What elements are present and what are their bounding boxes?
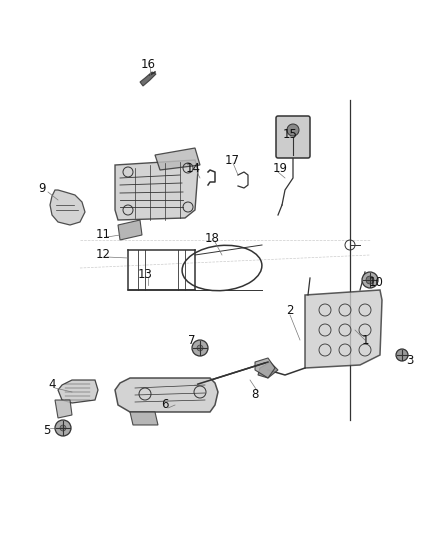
Polygon shape	[140, 72, 156, 86]
Text: 13: 13	[138, 269, 152, 281]
Text: 6: 6	[161, 399, 169, 411]
Text: 5: 5	[43, 424, 51, 437]
Text: 17: 17	[225, 154, 240, 166]
Polygon shape	[258, 362, 278, 378]
Circle shape	[197, 345, 203, 351]
Text: 16: 16	[141, 59, 155, 71]
Polygon shape	[115, 378, 218, 412]
Text: 8: 8	[251, 389, 259, 401]
Text: 14: 14	[186, 161, 201, 174]
Circle shape	[396, 349, 408, 361]
Polygon shape	[255, 358, 275, 378]
Polygon shape	[118, 220, 142, 240]
Text: 12: 12	[95, 248, 110, 262]
Polygon shape	[58, 380, 98, 403]
Polygon shape	[55, 400, 72, 418]
Text: 1: 1	[361, 334, 369, 346]
Text: 9: 9	[38, 182, 46, 195]
Text: 7: 7	[188, 334, 196, 346]
Text: 19: 19	[272, 161, 287, 174]
Circle shape	[192, 340, 208, 356]
Text: 4: 4	[48, 378, 56, 392]
Text: 11: 11	[95, 229, 110, 241]
FancyBboxPatch shape	[276, 116, 310, 158]
Polygon shape	[305, 290, 382, 368]
Text: 10: 10	[368, 276, 383, 288]
Text: 15: 15	[283, 128, 297, 141]
Polygon shape	[130, 412, 158, 425]
Circle shape	[287, 124, 299, 136]
Polygon shape	[155, 148, 200, 170]
Circle shape	[60, 425, 66, 431]
Text: 2: 2	[286, 303, 294, 317]
Text: 3: 3	[406, 353, 413, 367]
Text: 18: 18	[205, 231, 219, 245]
Polygon shape	[115, 160, 198, 220]
Polygon shape	[50, 190, 85, 225]
Circle shape	[55, 420, 71, 436]
Circle shape	[362, 272, 378, 288]
Circle shape	[366, 276, 374, 284]
